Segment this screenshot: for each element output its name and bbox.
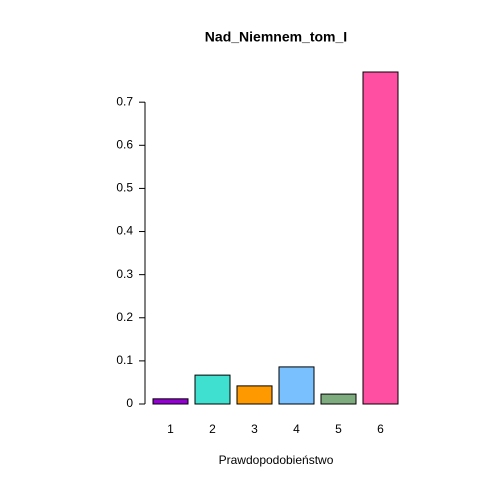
y-tick-label: 0.7 xyxy=(116,94,133,108)
y-tick-label: 0 xyxy=(126,396,133,410)
y-tick-label: 0.6 xyxy=(116,137,133,151)
x-axis-label: Prawdopodobieństwo xyxy=(219,453,334,467)
y-tick-label: 0.1 xyxy=(116,353,133,367)
x-tick-label: 5 xyxy=(335,422,342,436)
bar xyxy=(278,366,315,405)
x-tick-label: 1 xyxy=(167,422,174,436)
x-tick-label: 3 xyxy=(251,422,258,436)
bar xyxy=(194,374,231,405)
y-tick-label: 0.4 xyxy=(116,224,133,238)
y-tick-label: 0.5 xyxy=(116,181,133,195)
x-tick-label: 2 xyxy=(209,422,216,436)
y-tick-label: 0.2 xyxy=(116,310,133,324)
x-tick-label: 6 xyxy=(377,422,384,436)
chart-title: Nad_Niemnem_tom_I xyxy=(205,29,347,45)
x-tick-label: 4 xyxy=(293,422,300,436)
bar xyxy=(362,71,399,405)
bar xyxy=(152,398,189,405)
y-tick-label: 0.3 xyxy=(116,267,133,281)
bar xyxy=(320,393,357,405)
bar xyxy=(236,385,273,405)
